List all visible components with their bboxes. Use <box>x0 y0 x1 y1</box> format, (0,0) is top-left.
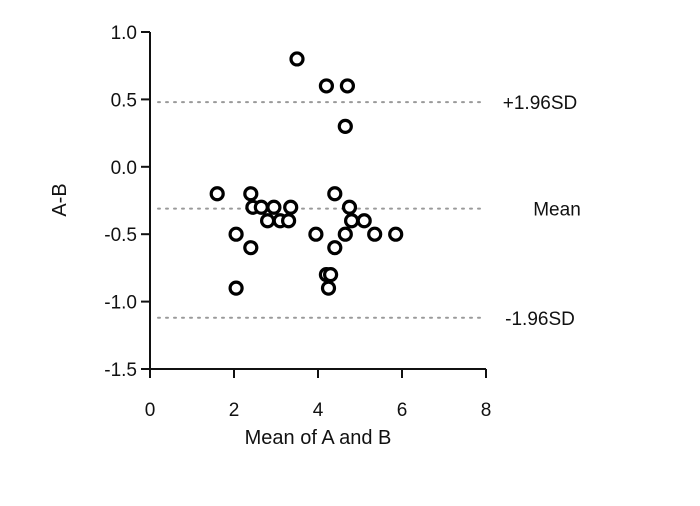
data-point <box>341 199 358 215</box>
x-tick-label: 6 <box>397 400 408 421</box>
data-point <box>243 186 259 202</box>
data-point <box>308 226 324 242</box>
data-point <box>344 213 360 229</box>
y-tick-label: -1.0 <box>104 293 137 314</box>
data-point <box>253 199 269 215</box>
data-point <box>327 186 343 202</box>
data-point <box>289 51 305 67</box>
y-tick-label: -1.5 <box>104 360 137 381</box>
data-point <box>228 226 244 242</box>
reference-lines: +1.96SD Mean -1.96SD <box>157 93 581 330</box>
reference-line-label: +1.96SD <box>503 93 577 114</box>
data-point <box>323 267 339 283</box>
y-axis-label: A-B <box>49 183 71 216</box>
y-tick-label: 0.0 <box>111 158 137 179</box>
y-tick-label: 1.0 <box>111 23 137 44</box>
x-axis-label: Mean of A and B <box>245 427 392 449</box>
x-tick-label: 4 <box>313 400 324 421</box>
data-point <box>209 186 225 202</box>
data-point <box>283 199 299 215</box>
data-point <box>281 213 297 229</box>
axes: 1.0 0.5 0.0 -0.5 -1.0 -1.5 0 2 4 6 8 <box>104 23 491 421</box>
data-point <box>388 226 404 242</box>
data-point <box>337 226 353 242</box>
x-tick-label: 2 <box>229 400 240 421</box>
data-point <box>367 226 383 242</box>
data-point <box>228 280 244 296</box>
data-point <box>318 78 334 94</box>
data-point <box>337 118 353 134</box>
x-tick-label: 0 <box>145 400 156 421</box>
data-point <box>327 240 343 256</box>
reference-line-label: -1.96SD <box>505 309 575 330</box>
data-points <box>209 51 404 296</box>
data-point <box>339 78 355 94</box>
data-point <box>260 213 276 229</box>
data-point <box>266 199 282 215</box>
data-point <box>320 280 337 296</box>
data-point <box>356 213 372 229</box>
reference-line-label: Mean <box>533 200 581 221</box>
y-tick-label: -0.5 <box>104 225 137 246</box>
y-tick-label: 0.5 <box>111 90 137 111</box>
x-tick-label: 8 <box>481 400 492 421</box>
data-point <box>243 240 259 256</box>
